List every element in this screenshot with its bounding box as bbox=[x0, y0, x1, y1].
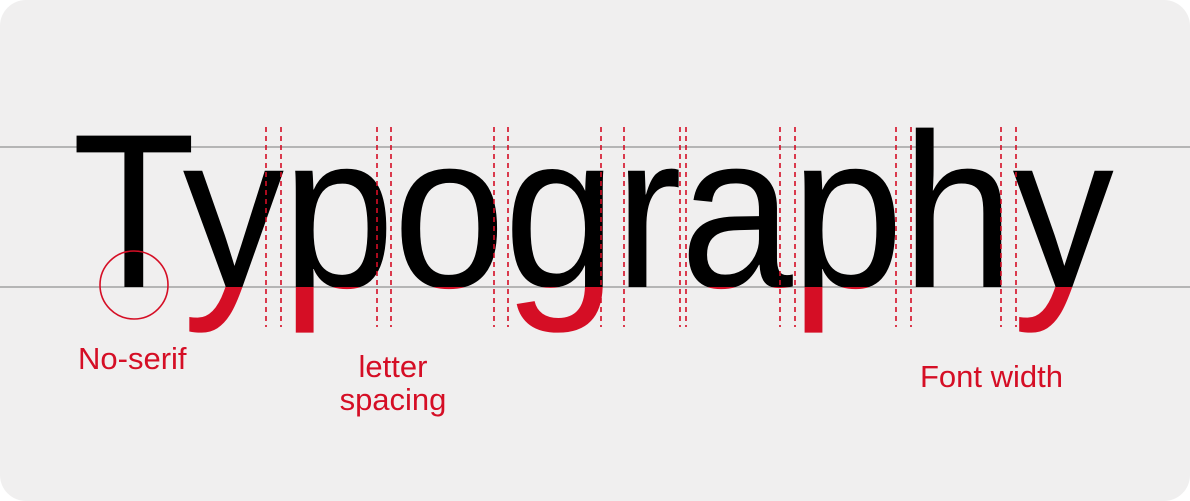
letter-spacing-line1: letter bbox=[358, 349, 428, 384]
typography-word: Typography bbox=[72, 88, 1114, 334]
typography-descenders: Typography bbox=[72, 88, 1114, 334]
letter-spacing-guides bbox=[265, 127, 1017, 327]
font-width-text: Font width bbox=[920, 359, 1064, 394]
no-serif-label: No-serif bbox=[78, 341, 187, 376]
letter-spacing-label: letter spacing bbox=[327, 349, 459, 417]
font-width-label: Font width bbox=[920, 359, 1064, 394]
no-serif-circle bbox=[99, 250, 169, 320]
no-serif-text: No-serif bbox=[78, 341, 187, 376]
letter-spacing-line2: spacing bbox=[339, 381, 447, 417]
